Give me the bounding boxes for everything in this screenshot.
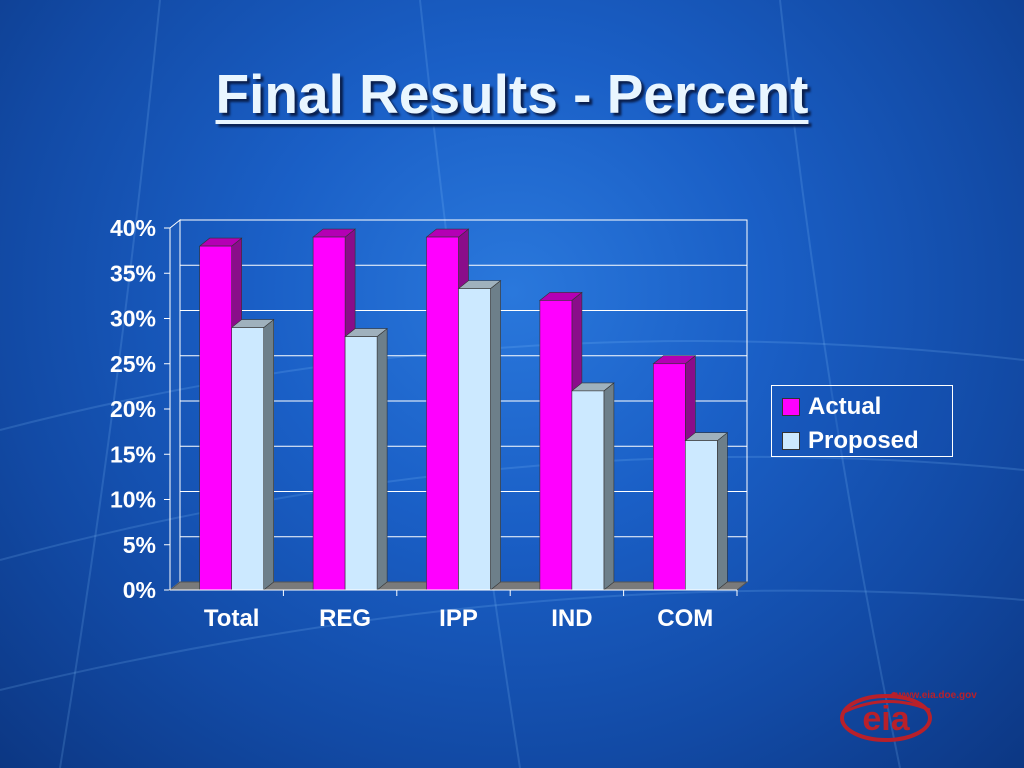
bar-actual-total [199, 245, 232, 591]
legend-label-proposed: Proposed [808, 427, 919, 454]
y-axis-tick-label: 20% [110, 396, 156, 422]
bar-proposed-com [684, 440, 718, 591]
bar-actual-reg [312, 236, 346, 591]
x-axis-category-label: IND [551, 605, 592, 632]
x-axis-category-label: COM [657, 605, 713, 632]
chart-legend: Actual Proposed [771, 385, 953, 457]
y-axis-tick-label: 40% [110, 215, 156, 241]
bar-side-proposed-com [716, 432, 728, 591]
legend-swatch-proposed [782, 432, 800, 450]
y-axis-tick-label: 5% [123, 532, 156, 558]
x-axis-category-label: Total [204, 605, 260, 632]
y-axis-tick-label: 15% [110, 441, 156, 467]
y-axis-tick-label: 35% [110, 260, 156, 286]
left-wall [169, 218, 181, 592]
y-axis-tick-label: 30% [110, 306, 156, 332]
bar-side-proposed-ipp [490, 280, 501, 591]
x-axis-category-label: IPP [439, 605, 478, 632]
bar-actual-ind [539, 300, 573, 591]
svg-text:eia: eia [862, 700, 910, 738]
bar-actual-ipp [426, 236, 459, 591]
y-axis-tick-label: 25% [110, 351, 156, 377]
y-axis-tick-label: 10% [110, 487, 156, 513]
bar-side-proposed-ind [603, 382, 615, 591]
legend-item-proposed: Proposed [782, 427, 919, 454]
x-axis-category-label: REG [319, 605, 371, 632]
slide-title: Final Results - Percent [215, 63, 809, 125]
bar-actual-com [652, 363, 686, 591]
legend-label-actual: Actual [808, 393, 882, 420]
legend-item-actual: Actual [782, 393, 882, 420]
legend-swatch-actual [782, 398, 800, 416]
svg-text:www.eia.doe.gov: www.eia.doe.gov [895, 690, 977, 701]
eia-logo: eia www.eia.doe.gov [840, 690, 977, 742]
bar-proposed-ipp [458, 288, 491, 591]
bar-side-proposed-reg [376, 327, 388, 591]
y-axis-tick-label: 0% [123, 577, 156, 603]
bar-proposed-total [231, 327, 264, 591]
bar-proposed-ind [571, 390, 605, 591]
bar-side-proposed-total [263, 318, 275, 591]
bar-proposed-reg [344, 336, 378, 591]
